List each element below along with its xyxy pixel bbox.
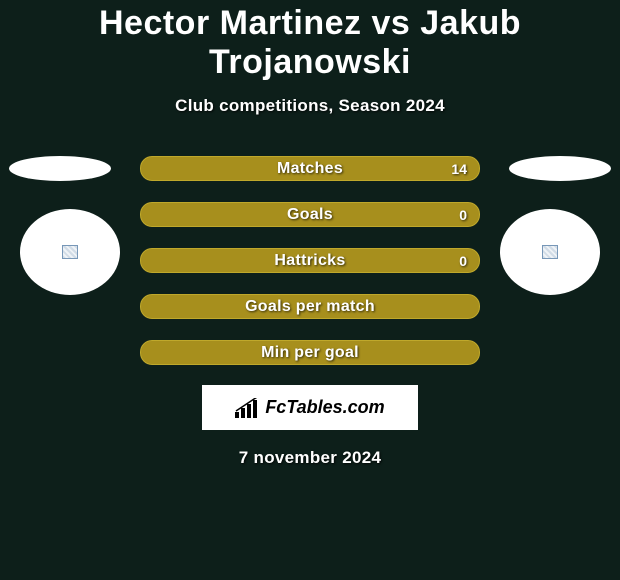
- stat-bars: Matches 14 Goals 0 Hattricks 0 Goals per…: [140, 156, 480, 365]
- stat-label: Goals per match: [245, 298, 375, 316]
- signal-bars-icon: [235, 398, 261, 418]
- player-right-ellipse: [509, 156, 611, 181]
- stat-label: Hattricks: [274, 252, 345, 270]
- page-subtitle: Club competitions, Season 2024: [0, 96, 620, 116]
- player-right-club-logo: [500, 209, 600, 295]
- comparison-area: Matches 14 Goals 0 Hattricks 0 Goals per…: [0, 156, 620, 468]
- player-left-club-logo: [20, 209, 120, 295]
- image-placeholder-icon: [62, 245, 78, 259]
- stat-bar-goals-per-match: Goals per match: [140, 294, 480, 319]
- stat-value-right: 14: [451, 161, 467, 177]
- stat-label: Goals: [287, 206, 333, 224]
- stat-bar-goals: Goals 0: [140, 202, 480, 227]
- stat-label: Min per goal: [261, 344, 359, 362]
- page-title: Hector Martinez vs Jakub Trojanowski: [0, 0, 620, 82]
- stat-value-right: 0: [459, 207, 467, 223]
- image-placeholder-icon: [542, 245, 558, 259]
- stat-bar-hattricks: Hattricks 0: [140, 248, 480, 273]
- branding-text: FcTables.com: [265, 397, 384, 418]
- stat-label: Matches: [277, 160, 343, 178]
- footer-date: 7 november 2024: [0, 448, 620, 468]
- stat-bar-matches: Matches 14: [140, 156, 480, 181]
- branding-logo: FcTables.com: [235, 397, 384, 418]
- player-left-ellipse: [9, 156, 111, 181]
- branding-box[interactable]: FcTables.com: [202, 385, 418, 430]
- stat-value-right: 0: [459, 253, 467, 269]
- stat-bar-min-per-goal: Min per goal: [140, 340, 480, 365]
